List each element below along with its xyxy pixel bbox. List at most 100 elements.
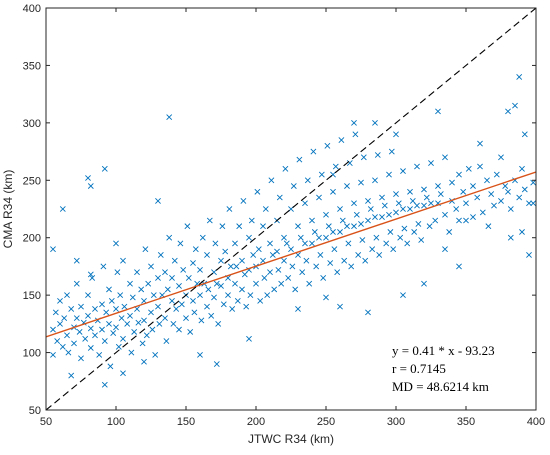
- data-point: [418, 237, 425, 243]
- data-point: [187, 328, 194, 335]
- data-point: [169, 274, 175, 281]
- data-point: [87, 183, 94, 189]
- data-point: [456, 217, 462, 224]
- lines-layer: [46, 8, 536, 410]
- data-point: [89, 274, 96, 281]
- data-point: [442, 246, 448, 253]
- data-point: [521, 131, 528, 138]
- data-point: [87, 325, 94, 332]
- data-point: [435, 108, 441, 115]
- one-to-one-line: [46, 8, 536, 410]
- data-point: [407, 206, 413, 212]
- data-point: [316, 234, 322, 241]
- data-point: [267, 269, 273, 276]
- data-point: [232, 280, 238, 287]
- data-point: [236, 223, 243, 230]
- data-point: [73, 257, 80, 264]
- data-point: [309, 240, 315, 247]
- data-point: [101, 165, 108, 172]
- data-point: [82, 335, 89, 342]
- data-point: [50, 246, 56, 253]
- y-axis: 50 100 150 200 250 300 350 400: [23, 3, 536, 417]
- data-point: [460, 188, 467, 195]
- data-point: [449, 179, 455, 186]
- data-point: [397, 234, 404, 241]
- data-point: [463, 217, 469, 224]
- data-point: [191, 309, 198, 316]
- data-point: [212, 240, 219, 247]
- data-point: [85, 175, 91, 181]
- data-point: [470, 214, 476, 220]
- data-point: [113, 324, 119, 331]
- data-point: [283, 240, 290, 247]
- data-point: [339, 217, 346, 224]
- data-point: [190, 297, 196, 304]
- data-point: [302, 200, 308, 207]
- data-point: [248, 217, 255, 224]
- data-point: [117, 292, 124, 299]
- data-point: [453, 206, 460, 212]
- data-point: [118, 315, 125, 322]
- data-point: [171, 257, 178, 264]
- data-point: [421, 186, 427, 193]
- data-point: [330, 229, 336, 235]
- data-point: [281, 234, 287, 241]
- data-point: [516, 194, 523, 201]
- data-point: [355, 252, 362, 258]
- data-point: [442, 154, 448, 161]
- data-point: [474, 194, 481, 201]
- data-point: [234, 297, 241, 304]
- data-point: [198, 317, 205, 324]
- data-point: [365, 309, 371, 316]
- data-point: [470, 183, 476, 189]
- data-point: [219, 223, 226, 230]
- data-point: [183, 315, 189, 322]
- data-point: [516, 73, 523, 80]
- data-point: [324, 142, 331, 149]
- data-point: [50, 351, 56, 358]
- data-point: [393, 209, 399, 216]
- data-point: [233, 263, 240, 270]
- data-point: [197, 292, 203, 299]
- data-point: [316, 194, 322, 201]
- data-point: [57, 297, 63, 304]
- data-point: [255, 246, 262, 253]
- data-point: [120, 257, 126, 264]
- data-point: [208, 312, 215, 319]
- data-point: [346, 160, 353, 166]
- x-tick-label: 400: [527, 416, 545, 428]
- data-point: [243, 303, 250, 310]
- data-point: [205, 286, 212, 293]
- data-point: [456, 263, 462, 270]
- data-point: [400, 292, 406, 299]
- data-point: [493, 171, 500, 178]
- x-axis: 50 100 150 200 250 300 350 400: [40, 8, 545, 428]
- data-point: [131, 328, 138, 335]
- data-point: [166, 114, 173, 121]
- data-point: [247, 292, 254, 299]
- data-point: [404, 240, 411, 247]
- data-point: [359, 237, 366, 243]
- data-point: [465, 165, 472, 172]
- data-point: [100, 263, 107, 270]
- data-point: [388, 148, 395, 155]
- data-point: [411, 229, 418, 235]
- data-point: [507, 234, 514, 241]
- data-point: [155, 198, 161, 204]
- data-point: [178, 301, 185, 308]
- data-point: [488, 191, 495, 197]
- data-point: [393, 131, 399, 138]
- data-point: [134, 269, 140, 276]
- data-point: [85, 292, 91, 299]
- data-point: [68, 372, 75, 379]
- y-tick-label: 200: [23, 233, 41, 245]
- data-point: [241, 271, 248, 278]
- data-point: [285, 274, 292, 281]
- data-point: [155, 274, 161, 281]
- data-point: [114, 269, 121, 276]
- data-point: [365, 217, 371, 224]
- data-point: [348, 263, 355, 270]
- points-layer: [50, 73, 536, 388]
- data-point: [306, 280, 313, 287]
- data-point: [345, 240, 352, 247]
